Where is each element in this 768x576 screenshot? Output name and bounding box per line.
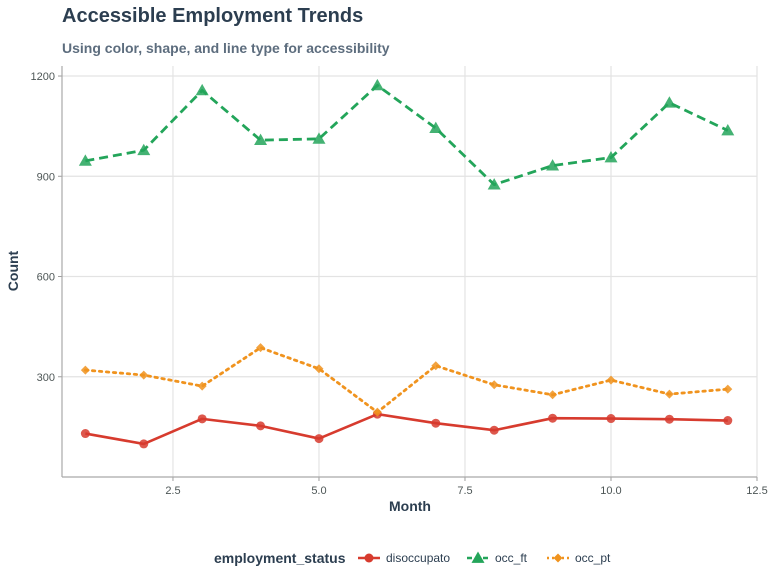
data-point-occ_pt — [723, 384, 733, 394]
x-tick-label: 5.0 — [311, 485, 326, 497]
data-point-occ_ft — [78, 154, 92, 166]
x-tick-label: 2.5 — [165, 485, 180, 497]
data-point-occ_ft — [429, 121, 443, 134]
data-point-disoccupato — [489, 425, 499, 435]
data-point-occ_pt — [314, 364, 324, 374]
series-occ_ft — [78, 78, 735, 190]
data-point-occ_ft — [721, 123, 735, 136]
data-point-occ_ft — [195, 83, 209, 96]
series-occ_pt — [80, 343, 733, 417]
data-point-disoccupato — [139, 439, 149, 449]
data-point-occ_pt — [489, 380, 499, 390]
series-line-occ_pt — [83, 346, 730, 414]
legend-title: employment_status — [214, 550, 346, 566]
data-point-occ_ft — [662, 96, 676, 108]
data-point-occ_ft — [370, 78, 384, 91]
legend-key-marker — [553, 553, 563, 563]
chart-title: Accessible Employment Trends — [62, 5, 364, 27]
data-point-occ_pt — [256, 343, 266, 353]
x-tick-label: 12.5 — [746, 485, 767, 497]
legend: employment_status disoccupato occ_ft occ_p… — [214, 550, 611, 566]
legend-label: occ_ft — [495, 551, 528, 565]
data-point-occ_pt — [80, 365, 90, 375]
data-point-occ_pt — [548, 390, 558, 400]
x-tick-label: 10.0 — [600, 485, 621, 497]
data-point-disoccupato — [314, 434, 324, 444]
legend-key-marker — [471, 551, 485, 563]
data-point-occ_pt — [372, 407, 382, 417]
data-point-occ_ft — [254, 133, 268, 146]
data-point-disoccupato — [606, 414, 616, 424]
data-point-disoccupato — [664, 414, 674, 424]
legend-item-disoccupato: disoccupato — [358, 551, 450, 565]
x-axis-title: Month — [389, 498, 431, 514]
data-point-occ_pt — [664, 389, 674, 399]
data-point-disoccupato — [548, 413, 558, 423]
y-tick-label: 1200 — [31, 71, 55, 83]
data-point-occ_pt — [139, 370, 149, 380]
x-tick-label: 7.5 — [457, 485, 472, 497]
y-axis-title: Count — [5, 250, 21, 291]
data-point-occ_ft — [487, 178, 501, 190]
data-point-disoccupato — [723, 416, 733, 426]
legend-item-occ_ft: occ_ft — [467, 551, 528, 565]
legend-key-marker — [364, 553, 374, 563]
legend-label: occ_pt — [575, 551, 611, 565]
data-point-disoccupato — [80, 429, 90, 439]
y-tick-label: 900 — [37, 171, 55, 183]
data-point-occ_pt — [431, 361, 441, 371]
chart-subtitle: Using color, shape, and line type for ac… — [62, 40, 390, 56]
data-point-disoccupato — [256, 421, 266, 431]
legend-item-occ_pt: occ_pt — [547, 551, 611, 565]
axes-layer: 2.5 5.0 7.5 10.0 12.5 300 600 900 1200 — [31, 66, 768, 497]
y-tick-label: 600 — [37, 272, 55, 284]
legend-label: disoccupato — [386, 551, 450, 565]
series-line-occ_ft — [85, 83, 729, 187]
data-point-occ_ft — [137, 143, 151, 156]
series-line-disoccupato — [85, 412, 728, 446]
data-point-occ_ft — [546, 159, 560, 171]
series-disoccupato — [80, 409, 733, 449]
y-tick-label: 300 — [37, 372, 55, 384]
data-point-disoccupato — [431, 418, 441, 428]
data-point-occ_pt — [197, 381, 207, 391]
data-point-occ_ft — [604, 151, 618, 163]
data-point-occ_pt — [606, 375, 616, 385]
series-layer — [78, 78, 735, 449]
data-point-disoccupato — [197, 414, 207, 424]
data-point-occ_ft — [312, 132, 326, 144]
